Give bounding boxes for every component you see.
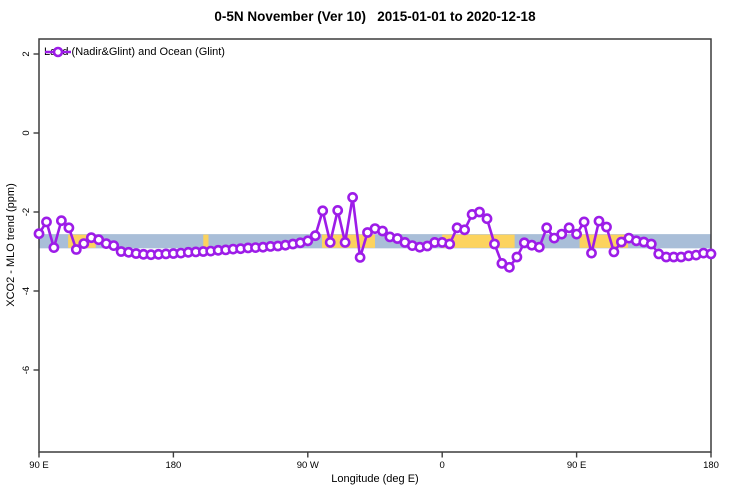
data-point xyxy=(302,235,314,247)
data-point xyxy=(586,247,597,259)
x-tick-label: 0 xyxy=(440,460,445,471)
y-tick-label: -4 xyxy=(21,287,32,295)
data-point xyxy=(541,222,553,234)
y-tick-label: -6 xyxy=(21,366,32,374)
chart-title: 0-5N November (Ver 10) 2015-01-01 to 202… xyxy=(214,9,536,24)
legend: Land (Nadir&Glint) and Ocean (Glint) xyxy=(44,46,225,58)
data-point xyxy=(339,236,351,248)
y-tick-label: -2 xyxy=(21,208,32,216)
data-point xyxy=(503,261,515,273)
data-point xyxy=(377,225,388,237)
data-point xyxy=(108,240,120,251)
data-point xyxy=(33,228,45,240)
data-point xyxy=(459,224,470,236)
data-point xyxy=(705,248,717,260)
legend-label: Land (Nadir&Glint) and Ocean (Glint) xyxy=(44,46,225,58)
data-point xyxy=(608,246,620,258)
data-point xyxy=(78,238,90,249)
data-point xyxy=(578,216,590,228)
y-tick-label: 0 xyxy=(21,130,32,135)
data-point xyxy=(645,238,657,250)
data-point xyxy=(601,221,612,233)
y-axis-label: XCO2 - MLO trend (ppm) xyxy=(5,183,17,307)
data-point xyxy=(563,222,575,234)
data-point xyxy=(481,213,493,225)
data-point xyxy=(41,216,52,228)
data-point xyxy=(444,238,456,250)
data-point xyxy=(56,215,67,227)
y-tick-label: 2 xyxy=(21,51,32,56)
x-tick-label: 90 E xyxy=(567,460,587,471)
x-tick-label: 180 xyxy=(703,460,719,471)
data-point xyxy=(63,222,75,234)
data-point xyxy=(347,191,358,203)
data-point xyxy=(332,204,344,216)
data-point xyxy=(354,251,366,263)
plot-border xyxy=(38,38,712,453)
data-point xyxy=(571,228,582,240)
x-axis-label: Longitude (deg E) xyxy=(331,473,419,485)
legend-marker-icon xyxy=(45,46,71,58)
data-point xyxy=(489,238,500,250)
data-point xyxy=(70,244,82,255)
highlight-band-segment xyxy=(579,234,629,248)
highlight-band-segment xyxy=(203,234,209,248)
data-point xyxy=(511,251,523,263)
data-point xyxy=(533,241,545,253)
data-point xyxy=(309,230,321,242)
data-point xyxy=(317,205,329,217)
data-point xyxy=(474,206,485,218)
data-point xyxy=(593,215,605,227)
data-point xyxy=(48,242,60,253)
data-point xyxy=(556,228,568,240)
x-tick-label: 90 E xyxy=(29,460,49,471)
x-tick-label: 180 xyxy=(165,460,181,471)
data-point xyxy=(324,236,336,248)
x-tick-label: 90 W xyxy=(297,460,319,471)
